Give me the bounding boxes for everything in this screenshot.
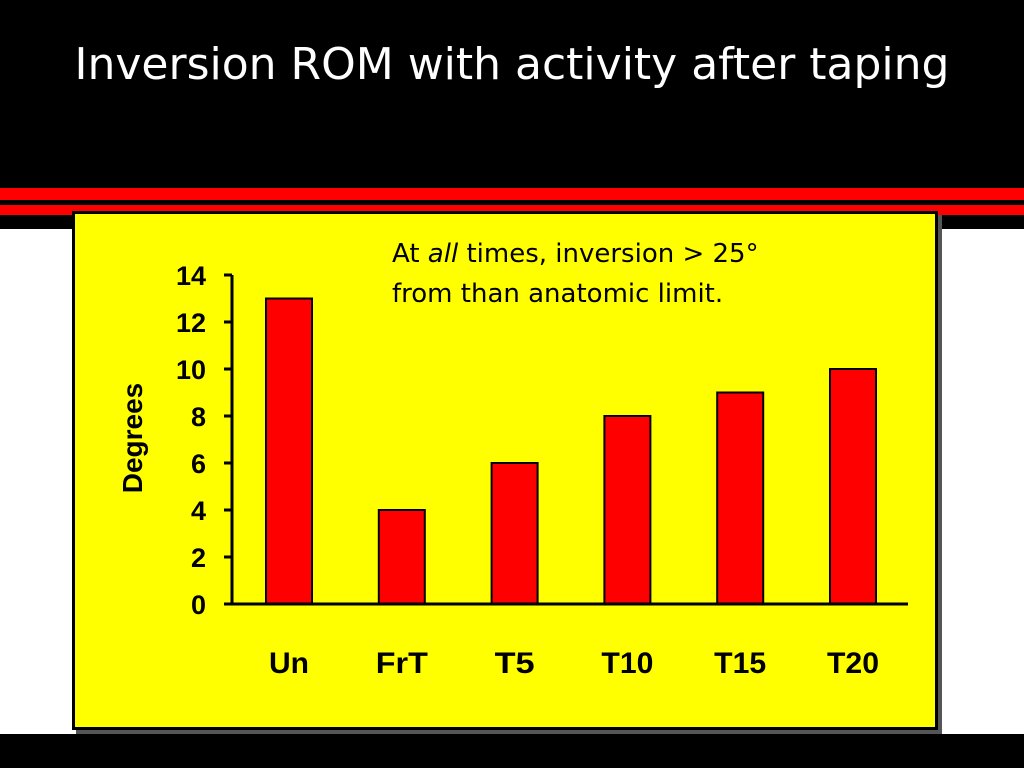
bar-t5 bbox=[490, 462, 539, 605]
y-tick-label: 10 bbox=[176, 355, 206, 385]
y-axis-label: Degrees bbox=[117, 383, 148, 494]
bottom-bar bbox=[0, 734, 1024, 768]
x-tick-label: T10 bbox=[601, 647, 653, 680]
y-tick-label: 14 bbox=[176, 261, 206, 291]
y-tick-label: 6 bbox=[191, 449, 206, 479]
annotation-prefix: At bbox=[392, 239, 428, 269]
y-tick-label: 0 bbox=[191, 590, 206, 620]
annotation: At all times, inversion > 25° from than a… bbox=[392, 234, 912, 314]
annotation-line2: from than anatomic limit. bbox=[392, 279, 724, 309]
bar-t20 bbox=[829, 368, 877, 605]
bar-t10 bbox=[603, 415, 652, 605]
y-tick-label: 4 bbox=[191, 496, 206, 526]
slide-title: Inversion ROM with activity after taping bbox=[74, 39, 950, 90]
bar-t15 bbox=[716, 391, 765, 605]
x-tick-label: T20 bbox=[827, 647, 879, 680]
y-tick-label: 8 bbox=[191, 402, 206, 432]
annotation-emphasis: all bbox=[427, 239, 459, 269]
stripe-red-2 bbox=[0, 205, 1024, 215]
y-tick-label: 2 bbox=[191, 543, 206, 573]
x-tick-label: T15 bbox=[714, 647, 766, 680]
bar-frt bbox=[377, 509, 426, 605]
stripe-black-2 bbox=[0, 200, 1024, 205]
x-tick-label: FrT bbox=[376, 647, 428, 680]
stripe-red-1 bbox=[0, 188, 1024, 200]
x-tick-label: Un bbox=[269, 647, 309, 680]
bar-un bbox=[265, 297, 313, 605]
y-tick-label: 12 bbox=[176, 308, 206, 338]
x-tick-label: T5 bbox=[495, 647, 535, 680]
annotation-suffix: times, inversion > 25° bbox=[458, 239, 759, 269]
title-bar: Inversion ROM with activity after taping bbox=[0, 0, 1024, 182]
stripe-black-1 bbox=[0, 182, 1024, 188]
